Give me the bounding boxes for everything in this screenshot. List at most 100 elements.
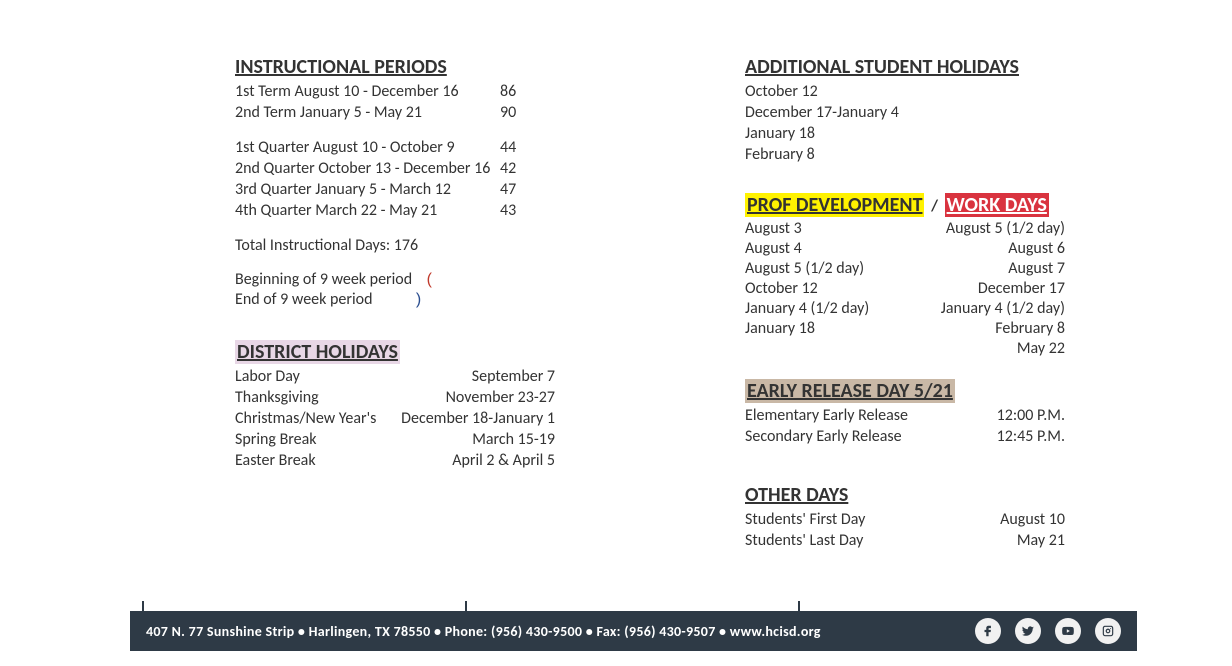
quarter-days: 43 (500, 200, 540, 221)
quarter-label: 3rd Quarter January 5 - March 12 (235, 179, 451, 200)
student-holiday-date: January 18 (745, 123, 815, 144)
prof-dev-column: August 3 August 4 August 5 (1/2 day) Oct… (745, 219, 915, 359)
early-release-block: EARLY RELEASE DAY 5/21 Elementary Early … (745, 379, 1125, 447)
content-area: INSTRUCTIONAL PERIODS 1st Term August 10… (0, 0, 1232, 571)
left-column: INSTRUCTIONAL PERIODS 1st Term August 10… (215, 55, 725, 571)
quarter-row: 3rd Quarter January 5 - March 12 47 (235, 179, 540, 200)
holiday-row: Thanksgiving November 23-27 (235, 387, 555, 408)
term-label: 2nd Term January 5 - May 21 (235, 102, 422, 123)
legend-begin-label: Beginning of 9 week period (235, 270, 412, 289)
twitter-icon[interactable] (1015, 618, 1041, 644)
student-holiday-item: January 18 (745, 123, 1125, 144)
holiday-name: Christmas/New Year's (235, 408, 376, 429)
close-paren-icon: ) (416, 291, 421, 308)
student-holiday-date: February 8 (745, 144, 815, 165)
holiday-row: Labor DaySeptember 7 (235, 366, 555, 387)
early-release-heading: EARLY RELEASE DAY 5/21 (745, 379, 955, 403)
prof-dev-date: January 4 (1/2 day) (745, 299, 915, 319)
page: INSTRUCTIONAL PERIODS 1st Term August 10… (0, 0, 1232, 666)
prof-dev-date: August 4 (745, 239, 915, 259)
quarter-row: 1st Quarter August 10 - October 9 44 (235, 137, 540, 158)
student-holiday-item: February 8 (745, 144, 1125, 165)
district-holidays-table: Labor DaySeptember 7 Thanksgiving Novembe… (235, 366, 555, 471)
prof-dev-date: August 3 (745, 219, 915, 239)
quarter-row: 2nd Quarter October 13 - December 16 42 (235, 158, 540, 179)
work-day-date: February 8 (915, 319, 1065, 339)
other-day-row: Students' Last Day May 21 (745, 530, 1065, 551)
holiday-date: November 23-27 (446, 387, 555, 408)
other-day-date: May 21 (1017, 530, 1065, 551)
early-release-time: 12:00 P.M. (997, 405, 1065, 426)
term-days: 86 (500, 81, 540, 102)
total-label: Total Instructional Days: 176 (235, 235, 418, 256)
holiday-name: Thanksgiving (235, 387, 319, 408)
other-day-name: Students' Last Day (745, 530, 863, 551)
quarter-days: 44 (500, 137, 540, 158)
holiday-row: Spring Break March 15-19 (235, 429, 555, 450)
instagram-icon[interactable] (1095, 618, 1121, 644)
other-days-heading: OTHER DAYS (745, 483, 848, 507)
other-day-date: August 10 (1000, 509, 1065, 530)
holiday-date: March 15-19 (472, 429, 555, 450)
district-holidays-heading: DISTRICT HOLIDAYS (235, 340, 400, 364)
holiday-row: Christmas/New Year'sDecember 18-January … (235, 408, 555, 429)
heading-slash: / (924, 197, 944, 216)
legend-end-label: End of 9 week period (235, 290, 372, 309)
work-day-date: August 7 (915, 259, 1065, 279)
term-row: 2nd Term January 5 - May 21 90 (235, 102, 540, 123)
other-day-row: Students' First Day August 10 (745, 509, 1065, 530)
instructional-periods-block: INSTRUCTIONAL PERIODS 1st Term August 10… (235, 55, 705, 310)
open-paren-icon: ( (427, 271, 432, 288)
youtube-icon[interactable] (1055, 618, 1081, 644)
work-days-column: August 5 (1/2 day) August 6 August 7 Dec… (915, 219, 1065, 359)
instructional-heading: INSTRUCTIONAL PERIODS (235, 55, 447, 79)
right-column: ADDITIONAL STUDENT HOLIDAYS October 12 D… (725, 55, 1145, 571)
other-day-name: Students' First Day (745, 509, 865, 530)
early-release-row: Secondary Early Release12:45 P.M. (745, 426, 1065, 447)
work-day-date: August 5 (1/2 day) (915, 219, 1065, 239)
quarters-table: 1st Quarter August 10 - October 9 44 2nd… (235, 137, 540, 221)
student-holidays-block: ADDITIONAL STUDENT HOLIDAYS October 12 D… (745, 55, 1125, 165)
legend-begin-row: Beginning of 9 week period ( (235, 270, 705, 290)
prof-dev-date: October 12 (745, 279, 915, 299)
other-days-block: OTHER DAYS Students' First Day August 10 … (745, 483, 1125, 551)
quarter-label: 4th Quarter March 22 - May 21 (235, 200, 437, 221)
legend-end-row: End of 9 week period ) (235, 290, 705, 310)
student-holiday-date: October 12 (745, 81, 818, 102)
work-day-date: January 4 (1/2 day) (915, 299, 1065, 319)
prof-dev-date: January 18 (745, 319, 915, 339)
footer-icons (975, 618, 1121, 644)
quarter-days: 42 (500, 158, 540, 179)
terms-table: 1st Term August 10 - December 16 86 2nd … (235, 81, 540, 123)
term-label: 1st Term August 10 - December 16 (235, 81, 459, 102)
holiday-row: Easter BreakApril 2 & April 5 (235, 450, 555, 471)
prof-work-list: August 3 August 4 August 5 (1/2 day) Oct… (745, 219, 1065, 359)
other-days-table: Students' First Day August 10 Students' L… (745, 509, 1065, 551)
holiday-date: September 7 (472, 366, 555, 387)
total-instructional-days: Total Instructional Days: 176 (235, 235, 705, 256)
student-holidays-list: October 12 December 17-January 4 January… (745, 81, 1125, 165)
early-release-time: 12:45 P.M. (997, 426, 1065, 447)
facebook-icon[interactable] (975, 618, 1001, 644)
term-days: 90 (500, 102, 540, 123)
quarter-days: 47 (500, 179, 540, 200)
early-release-name: Elementary Early Release (745, 405, 908, 426)
district-holidays-block: DISTRICT HOLIDAYS Labor DaySeptember 7 T… (235, 340, 705, 471)
student-holiday-item: October 12 (745, 81, 1125, 102)
holiday-name: Spring Break (235, 429, 317, 450)
prof-work-block: PROF DEVELOPMENT / WORK DAYS August 3 Au… (745, 193, 1125, 359)
student-holiday-date: December 17-January 4 (745, 102, 899, 123)
holiday-date: April 2 & April 5 (452, 450, 555, 471)
prof-dev-heading: PROF DEVELOPMENT (745, 193, 924, 217)
quarter-label: 2nd Quarter October 13 - December 16 (235, 158, 490, 179)
work-days-heading: WORK DAYS (945, 193, 1049, 217)
prof-dev-date: August 5 (1/2 day) (745, 259, 915, 279)
early-release-row: Elementary Early Release 12:00 P.M. (745, 405, 1065, 426)
student-holidays-heading: ADDITIONAL STUDENT HOLIDAYS (745, 55, 1019, 79)
quarter-label: 1st Quarter August 10 - October 9 (235, 137, 455, 158)
early-release-table: Elementary Early Release 12:00 P.M. Secon… (745, 405, 1065, 447)
work-day-date: August 6 (915, 239, 1065, 259)
work-day-date: May 22 (915, 339, 1065, 359)
footer-bar: 407 N. 77 Sunshine Strip • Harlingen, TX… (130, 611, 1137, 651)
work-day-date: December 17 (915, 279, 1065, 299)
